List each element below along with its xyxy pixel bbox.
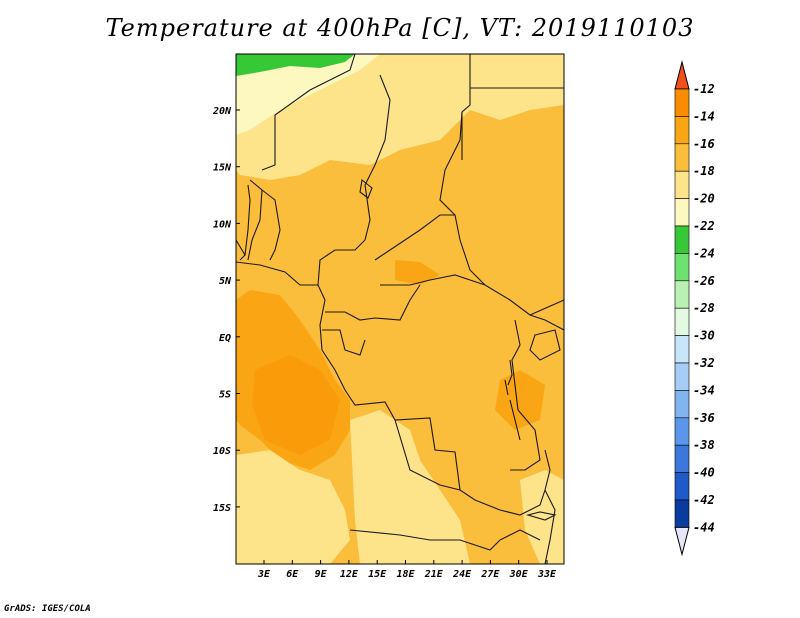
- colorbar-label: -26: [693, 274, 715, 288]
- lon-tick-label: 30E: [509, 569, 529, 580]
- colorbar-swatch: [674, 362, 690, 391]
- border-gabon: [322, 329, 366, 356]
- colorbar-swatch: [674, 198, 690, 227]
- colorbar-swatch: [674, 225, 690, 254]
- contour-18-20-southwest: [236, 450, 350, 564]
- colorbar-label: -18: [693, 164, 715, 178]
- lon-tick-label: 21E: [424, 569, 444, 580]
- colorbar-label: -16: [693, 137, 715, 151]
- lon-tick-label: 24E: [452, 569, 472, 580]
- country-borders: [235, 53, 565, 565]
- colorbar-label: -32: [693, 356, 715, 370]
- border-mozambique: [544, 489, 556, 565]
- border-drc-angola: [344, 389, 461, 491]
- colorbar-label: -34: [693, 383, 715, 397]
- lon-tick-label: 15E: [368, 569, 387, 580]
- colorbar-label: -24: [693, 246, 715, 260]
- colorbar-label: -36: [693, 411, 715, 425]
- map-frame: [235, 53, 565, 565]
- colorbar-label: -22: [693, 219, 715, 233]
- colorbar-label: -38: [693, 438, 715, 452]
- lon-tick-label: 3E: [257, 569, 271, 580]
- latitude-axis: 20N 15N 10N 5N EQ 5S 10S 15S: [212, 106, 240, 514]
- coastline-gulf: [235, 261, 346, 391]
- colorbar-swatch: [674, 143, 690, 172]
- colorbar-swatch: [674, 499, 690, 528]
- colorbar-label: -20: [693, 192, 715, 206]
- border-sudan-chad: [439, 111, 486, 286]
- colorbar-swatch: [674, 280, 690, 309]
- lake-victoria: [529, 329, 561, 361]
- grads-credit: GrADS: IGES/COLA: [4, 604, 91, 614]
- contour-14-16-central: [395, 260, 440, 285]
- colorbar-label: -30: [693, 329, 715, 343]
- colorbar-swatch: [674, 116, 690, 145]
- border-east-africa: [484, 284, 565, 331]
- colorbar-swatch: [674, 417, 690, 446]
- border-ghana-togo: [244, 184, 251, 256]
- lake-malawi: [525, 511, 557, 521]
- lon-tick-label: 18E: [396, 569, 415, 580]
- colorbar-label: -28: [693, 301, 715, 315]
- lon-tick-label: 12E: [340, 569, 359, 580]
- border-angola-namibia: [349, 529, 501, 551]
- lat-tick-label: 10S: [213, 446, 231, 457]
- colorbar-swatch: [674, 307, 690, 336]
- border-zambia-malawi: [499, 449, 551, 516]
- lat-tick-label: 15N: [213, 163, 232, 174]
- lon-tick-label: 33E: [537, 569, 557, 580]
- colorbar-swatch: [674, 472, 690, 501]
- border-zimbabwe: [499, 529, 541, 541]
- lat-tick-label: 5N: [219, 276, 232, 287]
- contour-22-24-patch: [236, 54, 355, 76]
- border-algeria-libya: [261, 53, 356, 171]
- contour-18-20-southeast: [520, 470, 564, 564]
- colorbar-label: -44: [693, 520, 715, 534]
- colorbar-label: -40: [693, 466, 715, 480]
- contour-14-16-south: [252, 355, 340, 455]
- colorbar-top-arrow: [674, 60, 690, 90]
- contour-20-22-north: [236, 54, 380, 135]
- colorbar-swatch: [674, 390, 690, 419]
- colorbar-bottom-arrow: [674, 526, 690, 557]
- border-nigeria-cameroon: [317, 239, 366, 301]
- border-lake-tanganyika: [504, 379, 521, 441]
- longitude-axis: 3E 6E 9E 12E 15E 18E 21E 24E 27E 30E 33E: [257, 560, 557, 580]
- border-libya-egypt: [461, 54, 471, 160]
- lat-tick-label: 10N: [213, 219, 232, 230]
- colorbar: -12 -14 -16 -18 -20 -22 -24 -26 -28 -30 -32 -34 -36 -…: [674, 60, 715, 557]
- lat-tick-label: 15S: [213, 503, 231, 514]
- contour-18-20-northeast: [470, 54, 564, 120]
- lon-tick-label: 6E: [286, 569, 299, 580]
- map-panel: [235, 53, 565, 565]
- border-niger-chad: [364, 74, 391, 241]
- contour-14-16-east: [495, 370, 545, 430]
- colorbar-swatch: [674, 335, 690, 364]
- lake-chad: [359, 178, 373, 199]
- lon-tick-label: 27E: [480, 569, 500, 580]
- border-congo-drc: [325, 284, 421, 321]
- contour-18-20-south: [350, 410, 470, 564]
- border-nigeria: [261, 189, 281, 261]
- colorbar-label: -14: [693, 109, 715, 123]
- border-drc-east: [510, 319, 541, 471]
- lat-tick-label: 5S: [219, 390, 231, 401]
- lake-kivu: [507, 359, 513, 386]
- colorbar-swatch: [674, 88, 690, 117]
- lon-tick-label: 9E: [315, 569, 328, 580]
- colorbar-label: -42: [693, 493, 715, 507]
- colorbar-label: -12: [693, 82, 715, 96]
- colorbar-swatch: [674, 253, 690, 282]
- border-angola-zambia: [394, 419, 501, 511]
- border-car: [374, 214, 486, 286]
- lat-tick-label: EQ: [219, 333, 231, 344]
- lat-tick-label: 20N: [212, 106, 232, 117]
- colorbar-swatch: [674, 444, 690, 473]
- colorbar-swatch: [674, 170, 690, 199]
- chart-title: Temperature at 400hPa [C], VT: 201911010…: [105, 14, 695, 42]
